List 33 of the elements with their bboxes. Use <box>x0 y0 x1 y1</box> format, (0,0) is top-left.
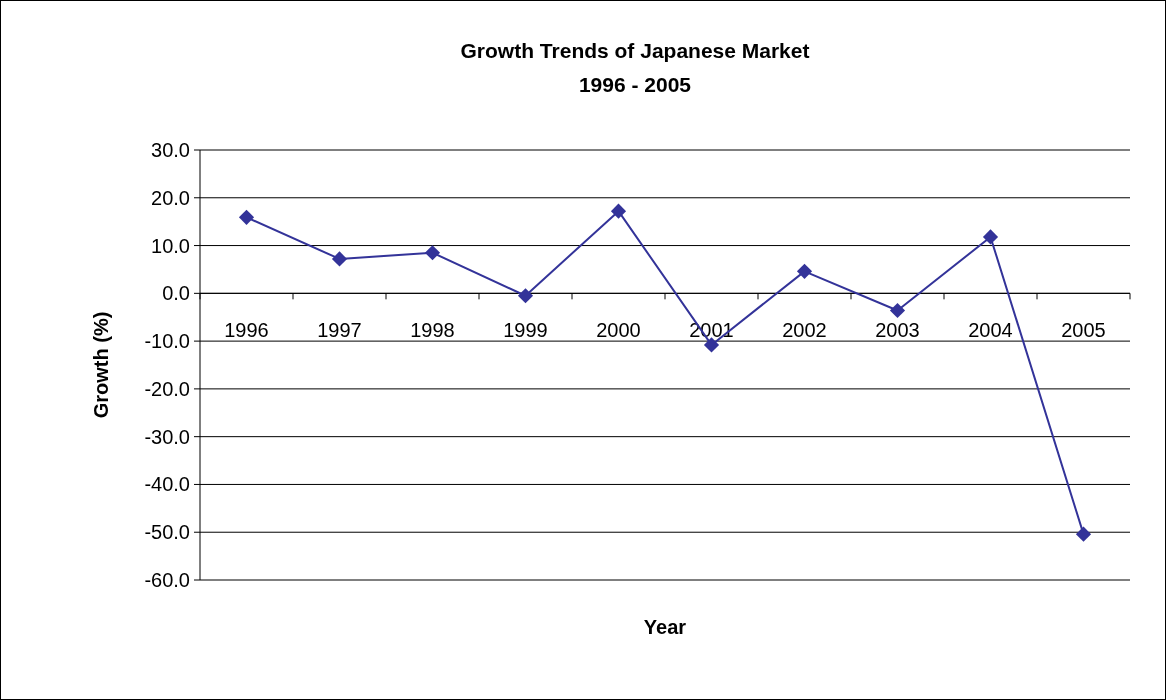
y-tick-label: -50.0 <box>144 521 190 544</box>
point <box>1075 526 1092 542</box>
point <box>982 229 999 245</box>
y-axis-title: Growth (%) <box>90 311 112 419</box>
point <box>331 251 348 267</box>
x-axis-title: Year <box>643 616 687 638</box>
chart-title: Growth Trends of Japanese Market <box>460 39 810 62</box>
x-tick-label: 1998 <box>410 319 455 342</box>
point <box>703 337 720 353</box>
point <box>424 245 441 261</box>
y-tick-label: -30.0 <box>144 425 190 448</box>
point <box>238 209 255 225</box>
x-tick-label: 2003 <box>875 319 920 342</box>
y-tick-label: 0.0 <box>162 282 190 305</box>
point <box>517 288 534 304</box>
point <box>889 302 906 319</box>
y-tick-label: 10.0 <box>151 234 190 257</box>
x-tick-label: 2002 <box>782 319 827 342</box>
y-tick-label: -10.0 <box>144 330 190 353</box>
chart-subtitle: 1996 - 2005 <box>578 73 692 96</box>
x-tick-label: 2005 <box>1061 319 1106 342</box>
y-tick-label: 20.0 <box>151 186 190 209</box>
y-tick-label: -40.0 <box>144 473 190 496</box>
point <box>796 263 813 279</box>
x-tick-label: 2004 <box>968 319 1013 342</box>
x-tick-label: 1996 <box>224 319 269 342</box>
point <box>610 203 627 219</box>
y-tick-label: -20.0 <box>144 377 190 400</box>
x-tick-label: 1997 <box>317 319 362 342</box>
x-tick-label: 1999 <box>503 319 548 342</box>
y-tick-label: 30.0 <box>151 139 190 161</box>
x-tick-label: 2000 <box>596 319 641 342</box>
y-tick-label: -60.0 <box>144 569 190 591</box>
